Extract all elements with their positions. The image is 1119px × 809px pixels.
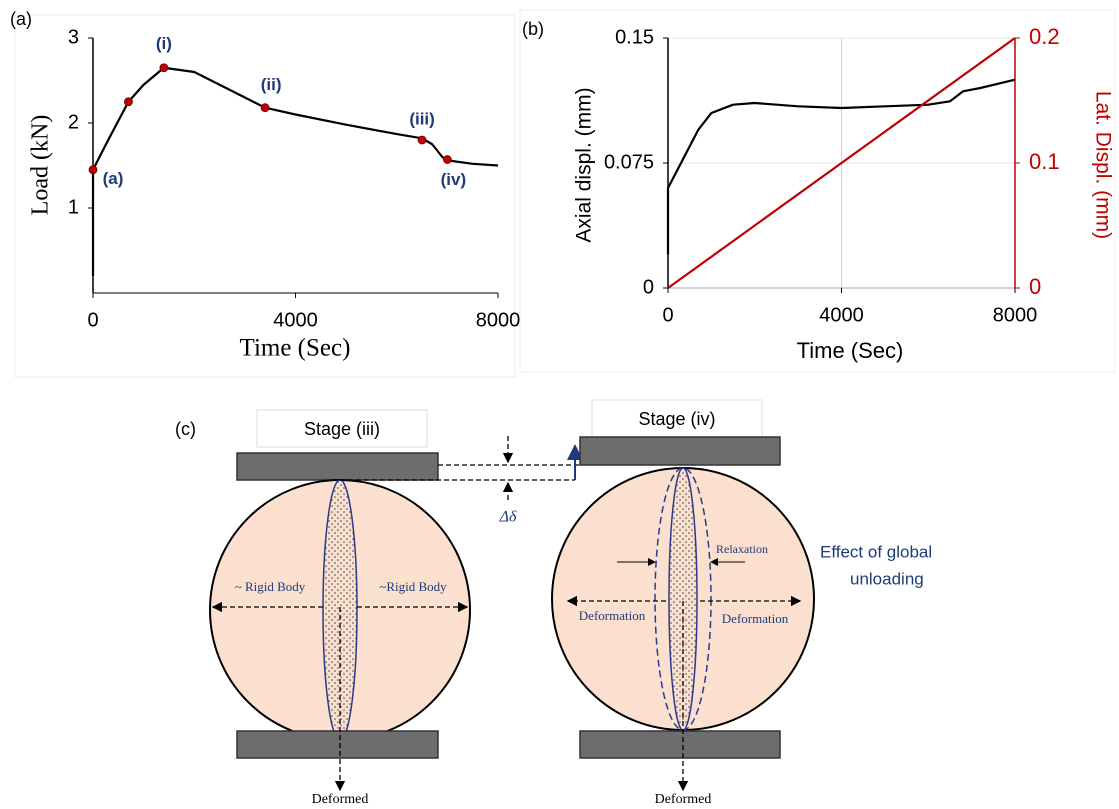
x-axis-title: Time (Sec)	[240, 335, 351, 362]
x-axis-title: Time (Sec)	[797, 338, 904, 363]
label: Deformed	[312, 792, 369, 807]
x-tick-label: 8000	[476, 309, 521, 331]
y2-tick-label: 0	[1029, 274, 1041, 299]
y-tick-label: 1	[68, 196, 79, 218]
marker	[417, 135, 427, 145]
series-line	[91, 66, 499, 276]
marker	[442, 155, 452, 164]
point-label: (iii)	[409, 109, 435, 128]
x-tick-label: 0	[87, 309, 98, 331]
stage-box	[591, 399, 763, 438]
y-tick-label: 0	[643, 276, 654, 298]
y-axis-title: Load (kN)	[28, 115, 54, 216]
label: Deformation	[579, 608, 646, 623]
x-tick-label: 4000	[273, 309, 318, 331]
y-axis-title: Axial displ. (mm)	[573, 87, 596, 242]
point-label: (a)	[103, 169, 124, 188]
label: ~Rigid Body	[379, 579, 447, 594]
gap-label: Δδ	[499, 509, 517, 526]
plate	[236, 730, 439, 759]
stage-title: Stage (iv)	[638, 409, 715, 429]
point-label: (iv)	[441, 170, 467, 189]
note: unloading	[850, 569, 924, 588]
y2-tick-label: 0.2	[1029, 24, 1060, 49]
diagram: (c) Stage (iii) ~ Rigid Body ~Rigid Body…	[175, 399, 932, 807]
y2-axis-title: Lat. Displ. (mm)	[1091, 91, 1114, 239]
point-label: (i)	[156, 34, 172, 53]
marker	[159, 63, 169, 73]
label: Deformed	[655, 792, 712, 807]
plate	[236, 452, 439, 481]
plate	[579, 730, 781, 759]
plate	[579, 436, 781, 466]
label: ~ Rigid Body	[235, 579, 306, 594]
x-tick-label: 4000	[819, 304, 864, 326]
marker	[124, 97, 133, 107]
label: Relaxation	[716, 542, 768, 556]
label: Deformation	[722, 611, 789, 626]
note: Effect of global	[820, 542, 932, 561]
stage-box	[256, 409, 428, 448]
marker	[260, 103, 270, 113]
series-line	[666, 78, 1016, 255]
marker	[88, 165, 98, 175]
y-tick-label: 3	[68, 26, 79, 48]
y-tick-label: 2	[68, 111, 79, 133]
x-tick-label: 0	[662, 304, 673, 326]
charts: 0 4000 8000 1 2 3 (a) Time (Sec) Load (kN) (a) (i)…	[10, 9, 1114, 363]
stage-title: Stage (iii)	[304, 419, 380, 439]
panel-frame	[519, 9, 1116, 373]
y-tick-label: 0.15	[615, 26, 654, 48]
y-tick-label: 0.075	[604, 151, 654, 173]
series-line	[667, 37, 1016, 289]
point-label: (ii)	[261, 75, 282, 94]
panel-frame	[14, 14, 516, 378]
panel-label: (c)	[175, 419, 196, 439]
panel-label: (b)	[522, 19, 544, 39]
y2-tick-label: 0.1	[1029, 149, 1060, 174]
x-tick-label: 8000	[993, 304, 1038, 326]
panel-label: (a)	[10, 9, 32, 29]
